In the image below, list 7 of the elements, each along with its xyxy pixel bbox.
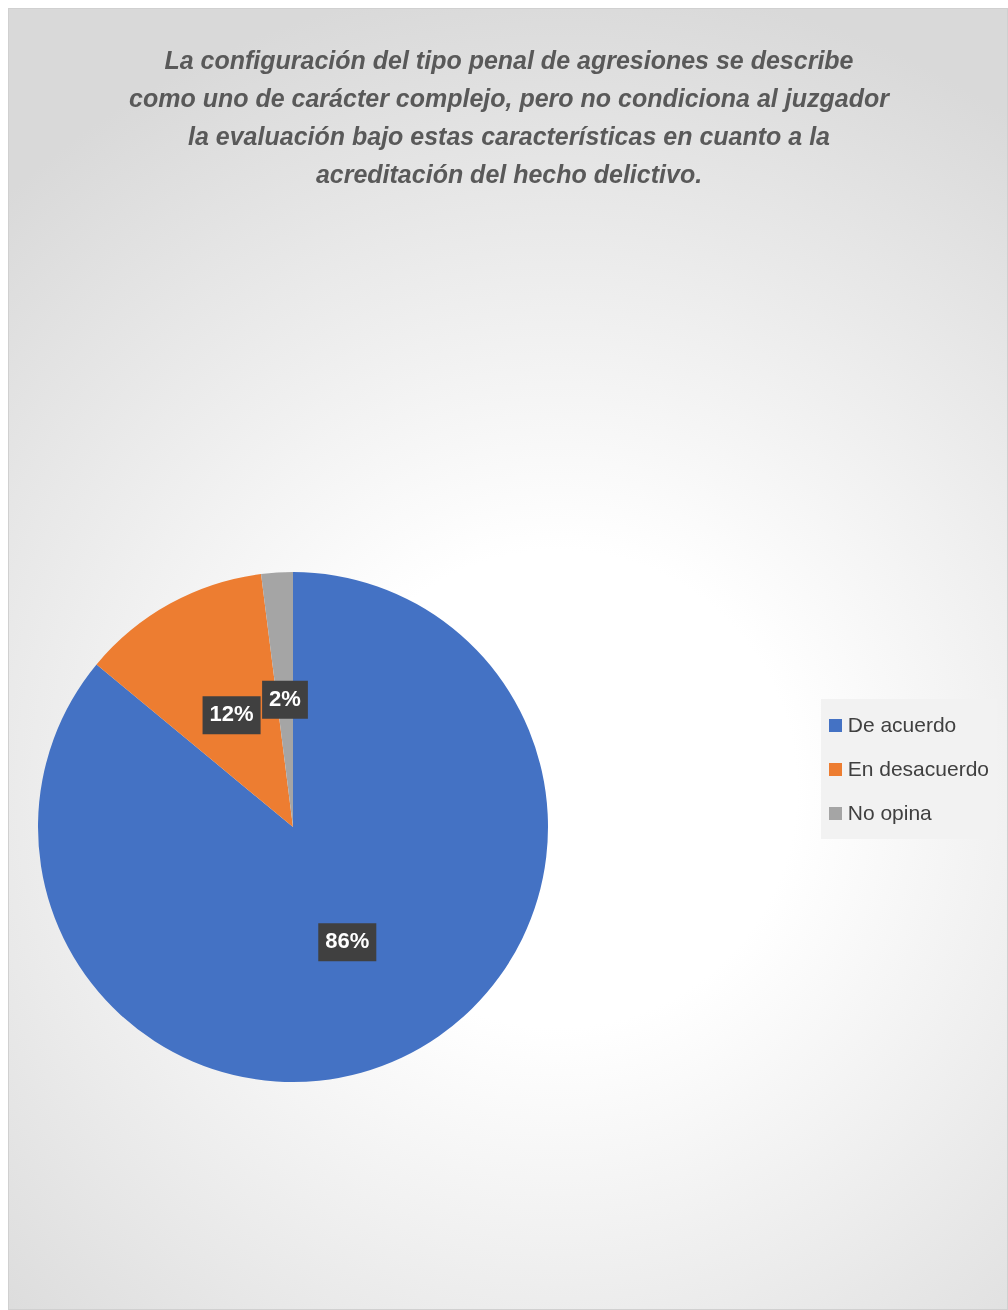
data-label: 12% bbox=[209, 701, 254, 727]
data-label: 86% bbox=[325, 928, 370, 954]
legend-label: De acuerdo bbox=[847, 713, 957, 737]
chart-title: La configuración del tipo penal de agresiones se describe como uno de carácter complejo, pero no condiciona al juzgador la evaluación bajo estas características en cuanto a la acreditación del hecho delictivo. bbox=[129, 45, 889, 190]
legend-label: En desacuerdo bbox=[847, 757, 989, 781]
data-label: 2% bbox=[269, 685, 301, 711]
legend-label: No opina bbox=[847, 801, 932, 825]
